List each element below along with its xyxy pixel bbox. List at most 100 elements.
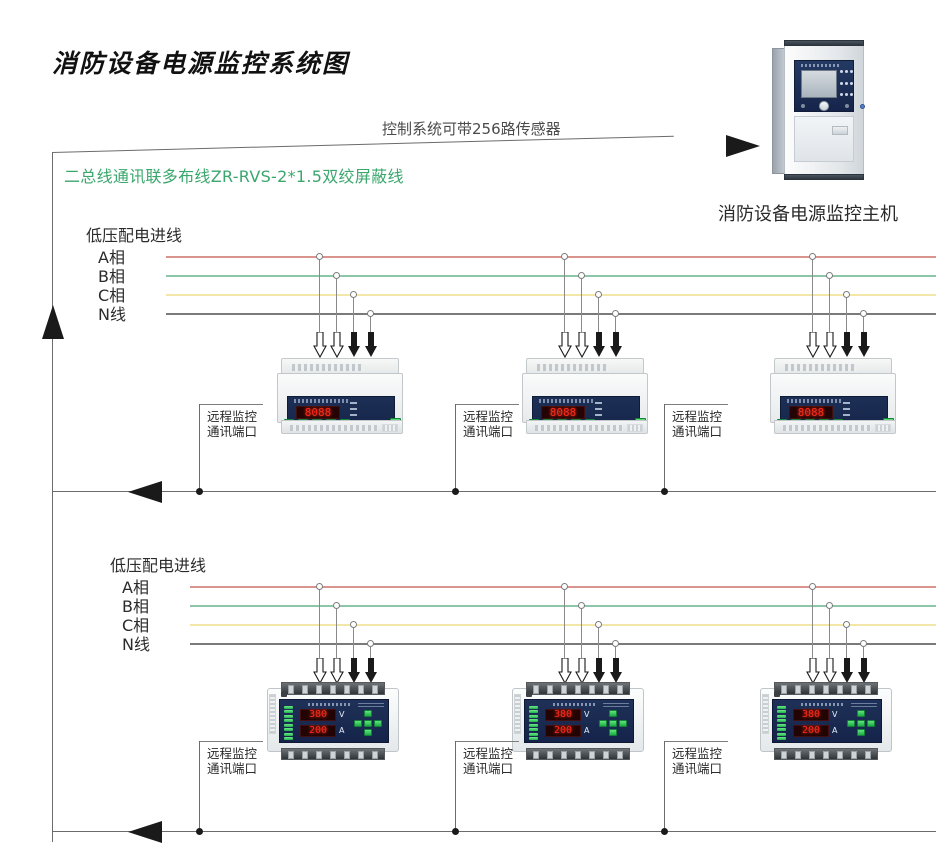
device-status-led-column xyxy=(284,706,293,740)
device-brand-text xyxy=(801,703,845,706)
device-status-led-column xyxy=(529,706,538,740)
b2d1-port-dropline xyxy=(199,741,200,831)
device-voltage-value: 380 xyxy=(801,709,821,720)
device-navigation-keypad[interactable] xyxy=(354,710,382,736)
b1d2-drop-b xyxy=(581,276,582,339)
b2d1-ct-node-b xyxy=(333,602,340,609)
device-model-text xyxy=(358,703,384,709)
b1d3-port-label: 远程监控 通讯端口 xyxy=(664,404,729,442)
block-2-device-2[interactable]: 380 V 200 A xyxy=(512,680,644,764)
block-1-phase-wire-b xyxy=(166,275,936,277)
device-brand-text xyxy=(553,703,597,706)
b1d2-drop-a xyxy=(564,257,565,339)
device-top-terminals xyxy=(785,364,857,371)
device-current-unit: A xyxy=(584,726,590,735)
b1d3-ct-node-n xyxy=(860,310,867,317)
incoming-line-label: 低压配电进线 xyxy=(86,226,183,245)
b1d2-arrow-solid-2 xyxy=(609,332,623,358)
b2d3-arrow-hollow-1 xyxy=(806,658,820,684)
host-faceplate-title xyxy=(801,64,839,67)
block-2-phase-wire-b xyxy=(190,605,936,607)
b1d2-ct-node-a xyxy=(561,253,568,260)
keypad-enter-button xyxy=(857,720,865,727)
port-label-line-2: 通讯端口 xyxy=(463,424,514,439)
block-1-device-1[interactable]: 8088 xyxy=(277,358,403,436)
phase-label-c: C相 xyxy=(122,616,150,635)
block-1-device-3[interactable]: 8088 xyxy=(770,358,896,436)
fire-power-monitoring-host-unit xyxy=(772,40,865,180)
device-navigation-keypad[interactable] xyxy=(847,710,875,736)
host-small-button-right xyxy=(845,104,849,108)
block-1-phase-wire-a xyxy=(166,256,936,258)
b1d3-bus-junction-dot xyxy=(661,488,668,495)
b1d2-ct-node-n xyxy=(612,310,619,317)
b2d2-ct-node-b xyxy=(578,602,585,609)
b2d2-arrow-solid-2 xyxy=(609,658,623,684)
port-label-line-2: 通讯端口 xyxy=(463,761,514,776)
port-label-line-1: 远程监控 xyxy=(672,746,723,761)
port-label-line-2: 通讯端口 xyxy=(207,424,258,439)
b2d2-drop-c xyxy=(598,625,599,669)
device-bottom-terminals xyxy=(290,425,378,431)
b1d2-port-label: 远程监控 通讯端口 xyxy=(455,404,520,442)
device-navigation-keypad[interactable] xyxy=(599,710,627,736)
device-faceplate: 380 V 200 A xyxy=(772,699,882,743)
b1d3-drop-n xyxy=(863,314,864,339)
b2d2-drop-n xyxy=(615,644,616,669)
device-voltage-value: 380 xyxy=(308,709,328,720)
b2d2-arrow-hollow-2 xyxy=(575,658,589,684)
block-2-device-1[interactable]: 380 V 200 A xyxy=(267,680,399,764)
block-1-device-2[interactable]: 8088 xyxy=(522,358,648,436)
b2d1-drop-a xyxy=(319,587,320,669)
b1d3-ct-node-c xyxy=(843,291,850,298)
keypad-down-button xyxy=(609,729,617,736)
device-bottom-terminal-block xyxy=(526,748,630,760)
block-2-phase-wire-n xyxy=(190,643,936,645)
port-label-line-1: 远程监控 xyxy=(207,746,258,761)
device-status-led-column xyxy=(777,706,786,740)
device-model-text xyxy=(851,703,877,709)
device-bottom-vent xyxy=(382,424,398,432)
host-top-trim xyxy=(784,40,864,46)
device-side-vent xyxy=(269,694,276,734)
keypad-right-button xyxy=(619,720,627,727)
host-bottom-trim xyxy=(784,174,864,180)
b1d3-drop-b xyxy=(829,276,830,339)
device-display-value: 8088 xyxy=(549,406,577,419)
b1d1-arrow-solid-2 xyxy=(364,332,378,358)
b2d1-arrow-hollow-2 xyxy=(330,658,344,684)
incoming-line-label: 低压配电进线 xyxy=(110,556,207,575)
block-1-comm-bus xyxy=(52,491,936,492)
b2d1-arrow-hollow-1 xyxy=(313,658,327,684)
device-side-vent xyxy=(762,694,769,734)
block-2-comm-bus xyxy=(52,831,936,832)
b2d1-ct-node-n xyxy=(367,640,374,647)
host-lamp-row xyxy=(840,93,853,96)
device-top-terminals xyxy=(537,364,609,371)
device-current-value: 200 xyxy=(553,725,573,736)
b1d1-arrow-solid-1 xyxy=(347,332,361,358)
b1d1-ct-node-a xyxy=(316,253,323,260)
host-lcd-screen xyxy=(801,70,837,98)
b1d3-ct-node-b xyxy=(826,272,833,279)
block-2-phase-labels: 低压配电进线 A相 B相 C相 N线 xyxy=(110,552,206,654)
block-2-device-3[interactable]: 380 V 200 A xyxy=(760,680,892,764)
b1d1-arrow-hollow-1 xyxy=(313,332,327,358)
b2d3-arrow-solid-2 xyxy=(857,658,871,684)
device-display-value: 8088 xyxy=(304,406,332,419)
b2d2-port-label: 远程监控 通讯端口 xyxy=(455,741,520,779)
port-label-line-2: 通讯端口 xyxy=(672,424,723,439)
b1d2-arrow-hollow-2 xyxy=(575,332,589,358)
b2d1-drop-n xyxy=(370,644,371,669)
b2d1-drop-b xyxy=(336,606,337,669)
device-voltage-unit: V xyxy=(339,710,345,719)
b1d1-ct-node-n xyxy=(367,310,374,317)
device-voltage-unit: V xyxy=(832,710,838,719)
device-bottom-vent xyxy=(875,424,891,432)
device-side-knob xyxy=(774,692,780,697)
b2d2-arrow-hollow-1 xyxy=(558,658,572,684)
b1d1-drop-b xyxy=(336,276,337,339)
device-brand-text xyxy=(787,399,843,403)
device-faceplate: 380 V 200 A xyxy=(279,699,389,743)
